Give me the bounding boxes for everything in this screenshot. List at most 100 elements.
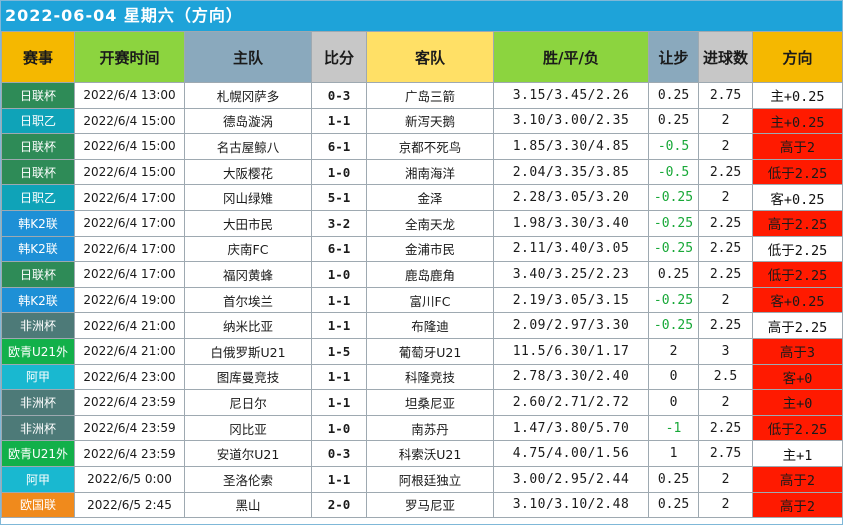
header-away[interactable]: 客队	[366, 31, 494, 83]
handicap-cell: -0.25	[648, 235, 699, 263]
handicap-cell: 0	[648, 363, 699, 391]
odds-cell: 3.40/3.25/2.23	[493, 261, 649, 288]
header-odds[interactable]: 胜/平/负	[493, 31, 649, 83]
time-cell: 2022/6/4 23:59	[74, 440, 185, 467]
goals-cell: 2	[698, 107, 753, 135]
away-team-cell: 京都不死鸟	[366, 133, 494, 160]
handicap-cell: 0	[648, 389, 699, 416]
away-team-cell: 南苏丹	[366, 414, 494, 442]
time-cell: 2022/6/4 17:00	[74, 184, 185, 211]
direction-cell: 主+0	[752, 389, 843, 416]
handicap-cell: 0.25	[648, 82, 699, 109]
handicap-cell: -0.25	[648, 209, 699, 237]
league-cell: 日联杯	[1, 158, 75, 186]
table-row[interactable]: 日联杯 2022/6/4 13:00 札幌冈萨多 0-3 广岛三箭 3.15/3.45/2…	[1, 82, 843, 109]
goals-cell: 3	[698, 337, 753, 365]
league-cell: 日联杯	[1, 82, 75, 109]
table-row[interactable]: 韩K2联 2022/6/4 19:00 首尔埃兰 1-1 富川FC 2.19/3.05/3…	[1, 286, 843, 314]
away-team-cell: 富川FC	[366, 286, 494, 314]
direction-cell: 高于2.25	[752, 209, 843, 237]
direction-cell: 主+0.25	[752, 107, 843, 135]
table-row[interactable]: 阿甲 2022/6/4 23:00 图库曼竞技 1-1 科隆竞技 2.78/3.30/2.…	[1, 363, 843, 391]
score-cell: 1-1	[311, 465, 367, 493]
table-row[interactable]: 阿甲 2022/6/5 0:00 圣洛伦索 1-1 阿根廷独立 3.00/2.95/2.4…	[1, 465, 843, 493]
direction-cell: 低于2.25	[752, 158, 843, 186]
score-cell: 1-1	[311, 363, 367, 391]
away-team-cell: 布隆迪	[366, 312, 494, 339]
handicap-cell: 0.25	[648, 261, 699, 288]
time-cell: 2022/6/5 2:45	[74, 491, 185, 519]
direction-cell: 客+0.25	[752, 286, 843, 314]
table-row[interactable]: 非洲杯 2022/6/4 21:00 纳米比亚 1-1 布隆迪 2.09/2.97/3.3…	[1, 312, 843, 339]
table-row[interactable]: 韩K2联 2022/6/4 17:00 大田市民 3-2 全南天龙 1.98/3.30/3…	[1, 209, 843, 237]
time-cell: 2022/6/4 17:00	[74, 209, 185, 237]
direction-cell: 低于2.25	[752, 414, 843, 442]
table-row[interactable]: 日联杯 2022/6/4 15:00 大阪樱花 1-0 湘南海洋 2.04/3.35/3.…	[1, 158, 843, 186]
home-team-cell: 黑山	[184, 491, 312, 519]
table-row[interactable]: 欧青U21外 2022/6/4 21:00 白俄罗斯U21 1-5 葡萄牙U21 11.5…	[1, 337, 843, 365]
table-row[interactable]: 日职乙 2022/6/4 17:00 冈山绿雉 5-1 金泽 2.28/3.05/3.20…	[1, 184, 843, 211]
header-home[interactable]: 主队	[184, 31, 312, 83]
home-team-cell: 庆南FC	[184, 235, 312, 263]
home-team-cell: 大田市民	[184, 209, 312, 237]
odds-cell: 2.60/2.71/2.72	[493, 389, 649, 416]
away-team-cell: 新泻天鹅	[366, 107, 494, 135]
home-team-cell: 首尔埃兰	[184, 286, 312, 314]
score-cell: 6-1	[311, 235, 367, 263]
away-team-cell: 金泽	[366, 184, 494, 211]
league-cell: 阿甲	[1, 465, 75, 493]
time-cell: 2022/6/4 23:59	[74, 414, 185, 442]
header-time[interactable]: 开赛时间	[74, 31, 185, 83]
time-cell: 2022/6/4 15:00	[74, 158, 185, 186]
table-row[interactable]: 欧青U21外 2022/6/4 23:59 安道尔U21 0-3 科索沃U21 4.75/…	[1, 440, 843, 467]
table-row[interactable]: 日联杯 2022/6/4 17:00 福冈黄蜂 1-0 鹿岛鹿角 3.40/3.25/2.…	[1, 261, 843, 288]
handicap-cell: 0.25	[648, 491, 699, 519]
header-goals[interactable]: 进球数	[698, 31, 753, 83]
time-cell: 2022/6/4 13:00	[74, 82, 185, 109]
time-cell: 2022/6/4 21:00	[74, 312, 185, 339]
home-team-cell: 大阪樱花	[184, 158, 312, 186]
handicap-cell: 2	[648, 337, 699, 365]
table-row[interactable]: 日职乙 2022/6/4 15:00 德岛漩涡 1-1 新泻天鹅 3.10/3.00/2.…	[1, 107, 843, 135]
time-cell: 2022/6/4 17:00	[74, 261, 185, 288]
handicap-cell: -0.5	[648, 158, 699, 186]
table-row[interactable]: 非洲杯 2022/6/4 23:59 冈比亚 1-0 南苏丹 1.47/3.80/5.70…	[1, 414, 843, 442]
goals-cell: 2.25	[698, 312, 753, 339]
table-row[interactable]: 日联杯 2022/6/4 15:00 名古屋鲸八 6-1 京都不死鸟 1.85/3.30/…	[1, 133, 843, 160]
home-team-cell: 图库曼竞技	[184, 363, 312, 391]
table-row[interactable]: 欧国联 2022/6/5 2:45 黑山 2-0 罗马尼亚 3.10/3.10/2.48 0…	[1, 491, 843, 519]
home-team-cell: 纳米比亚	[184, 312, 312, 339]
league-cell: 韩K2联	[1, 286, 75, 314]
time-cell: 2022/6/4 15:00	[74, 107, 185, 135]
direction-cell: 高于2	[752, 465, 843, 493]
goals-cell: 2.25	[698, 414, 753, 442]
handicap-cell: -0.25	[648, 286, 699, 314]
time-cell: 2022/6/4 19:00	[74, 286, 185, 314]
score-cell: 5-1	[311, 184, 367, 211]
handicap-cell: 0.25	[648, 465, 699, 493]
odds-cell: 2.78/3.30/2.40	[493, 363, 649, 391]
header-direction[interactable]: 方向	[752, 31, 843, 83]
home-team-cell: 德岛漩涡	[184, 107, 312, 135]
time-cell: 2022/6/4 23:59	[74, 389, 185, 416]
header-score[interactable]: 比分	[311, 31, 367, 83]
header-league[interactable]: 赛事	[1, 31, 75, 83]
home-team-cell: 冈比亚	[184, 414, 312, 442]
away-team-cell: 阿根廷独立	[366, 465, 494, 493]
goals-cell: 2.25	[698, 209, 753, 237]
table-row[interactable]: 非洲杯 2022/6/4 23:59 尼日尔 1-1 坦桑尼亚 2.60/2.71/2.7…	[1, 389, 843, 416]
goals-cell: 2	[698, 184, 753, 211]
goals-cell: 2.75	[698, 82, 753, 109]
odds-cell: 1.47/3.80/5.70	[493, 414, 649, 442]
score-cell: 1-1	[311, 286, 367, 314]
match-table: 赛事 开赛时间 主队 比分 客队 胜/平/负 让步 进球数 方向 日联杯 2022…	[1, 31, 843, 519]
home-team-cell: 白俄罗斯U21	[184, 337, 312, 365]
direction-cell: 低于2.25	[752, 235, 843, 263]
header-handicap[interactable]: 让步	[648, 31, 699, 83]
score-cell: 0-3	[311, 82, 367, 109]
handicap-cell: -1	[648, 414, 699, 442]
table-row[interactable]: 韩K2联 2022/6/4 17:00 庆南FC 6-1 金浦市民 2.11/3.40/3…	[1, 235, 843, 263]
odds-cell: 3.10/3.00/2.35	[493, 107, 649, 135]
goals-cell: 2	[698, 389, 753, 416]
